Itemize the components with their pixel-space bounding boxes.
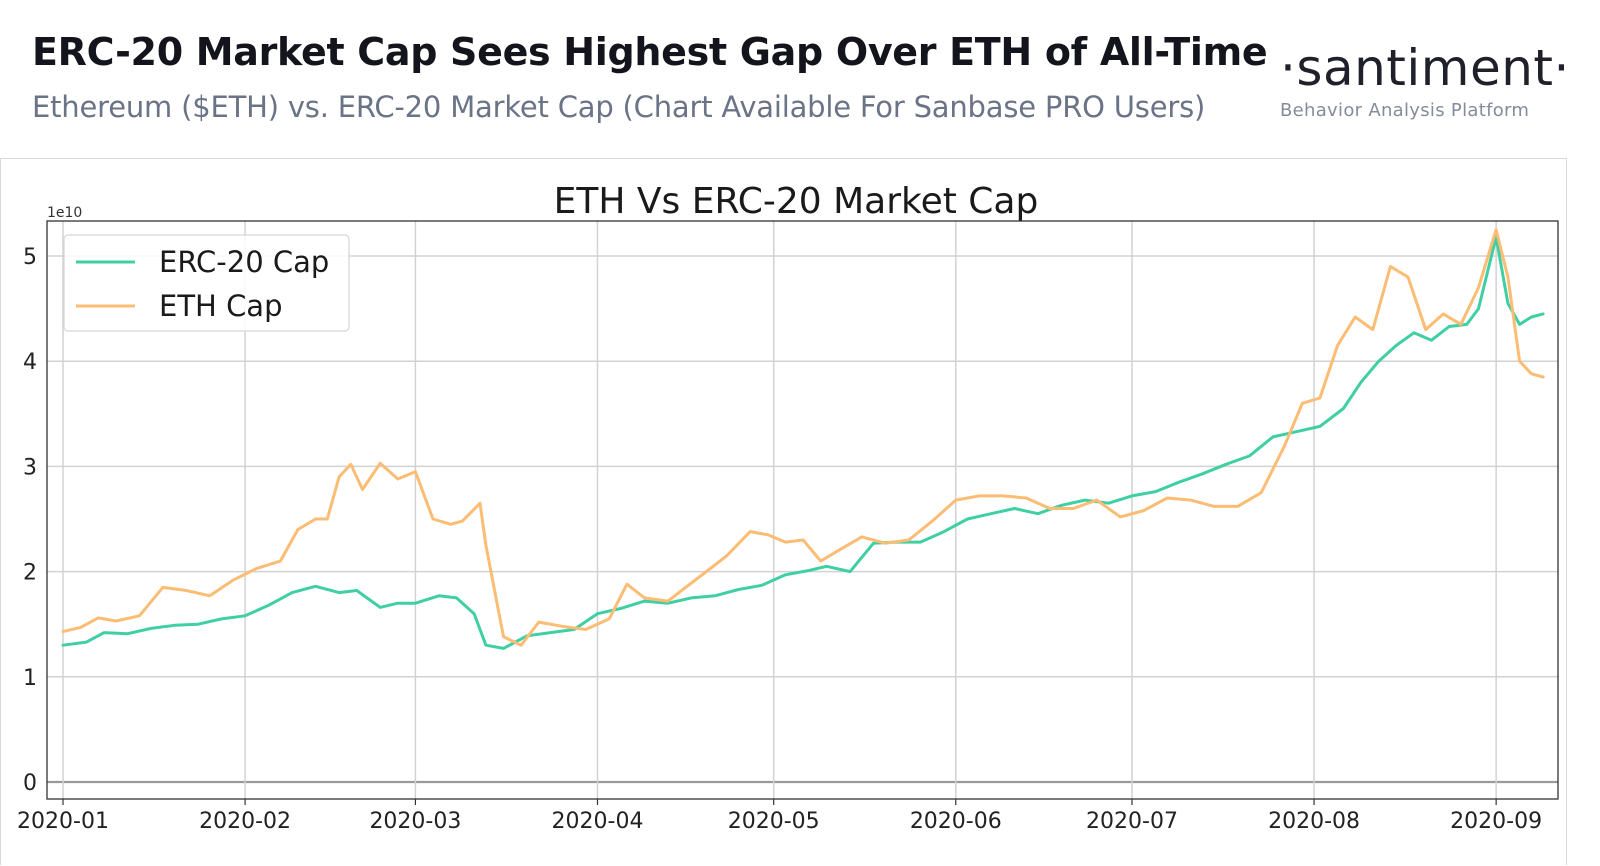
x-tick-label: 2020-07 xyxy=(1086,809,1178,834)
x-tick-label: 2020-05 xyxy=(728,809,820,834)
brand-logo[interactable]: ·santiment· Behavior Analysis Platform xyxy=(1280,38,1580,121)
chart-title: ETH Vs ERC-20 Market Cap xyxy=(554,181,1039,222)
chart-series xyxy=(61,228,1545,650)
legend-label: ETH Cap xyxy=(159,289,283,323)
brand-tagline: Behavior Analysis Platform xyxy=(1280,100,1530,121)
x-tick-label: 2020-09 xyxy=(1450,809,1542,834)
x-tick-label: 2020-08 xyxy=(1268,809,1360,834)
y-tick-label: 2 xyxy=(23,561,37,586)
page-headline: ERC-20 Market Cap Sees Highest Gap Over … xyxy=(32,30,1268,74)
x-tick-label: 2020-04 xyxy=(552,809,644,834)
chart-svg: ETH Vs ERC-20 Market Cap 1e10 0 1 2 3 4 5 2020… xyxy=(17,181,1559,834)
series-line-eth-cap xyxy=(61,228,1545,647)
y-axis-multiplier-label: 1e10 xyxy=(47,205,82,221)
series-line-erc20-cap xyxy=(61,235,1545,650)
legend-box xyxy=(63,234,350,332)
x-tick-label: 2020-06 xyxy=(910,809,1002,834)
x-tick-label: 2020-03 xyxy=(369,809,461,834)
y-tick-label: 4 xyxy=(23,350,37,375)
x-tick-label: 2020-02 xyxy=(199,809,291,834)
brand-name: ·santiment· xyxy=(1280,39,1570,97)
x-tick-label: 2020-01 xyxy=(17,809,109,834)
chart-frame: ETH Vs ERC-20 Market Cap 1e10 0 1 2 3 4 5 2020… xyxy=(0,158,1567,865)
page-subheadline: Ethereum ($ETH) vs. ERC-20 Market Cap (C… xyxy=(32,90,1206,124)
chart-axes: 0 1 2 3 4 5 2020-01 2020-02 2020-03 2020-04 2020-0… xyxy=(17,220,1559,834)
y-tick-label: 1 xyxy=(23,666,37,691)
y-tick-label: 3 xyxy=(23,455,37,480)
y-tick-label: 5 xyxy=(23,245,37,270)
chart-legend: ERC-20 Cap ETH Cap xyxy=(63,234,350,332)
legend-label: ERC-20 Cap xyxy=(159,245,329,279)
y-tick-label: 0 xyxy=(23,771,37,796)
plot-frame xyxy=(46,220,1559,800)
